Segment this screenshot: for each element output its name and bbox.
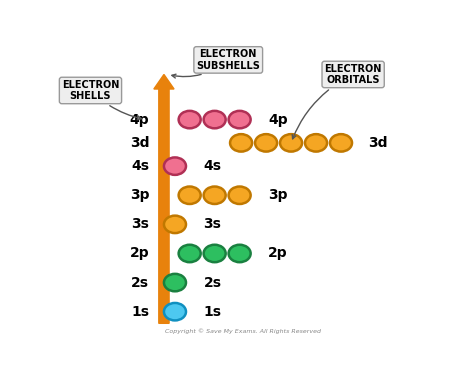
Circle shape — [164, 303, 186, 321]
Circle shape — [204, 111, 226, 128]
Text: 2s: 2s — [131, 276, 149, 290]
Text: 3p: 3p — [268, 188, 288, 202]
Circle shape — [230, 134, 252, 152]
Text: 3p: 3p — [130, 188, 149, 202]
Text: ELECTRON
ORBITALS: ELECTRON ORBITALS — [292, 64, 382, 139]
Circle shape — [305, 134, 327, 152]
Text: ELECTRON
SHELLS: ELECTRON SHELLS — [62, 80, 141, 120]
Text: 2s: 2s — [204, 276, 222, 290]
Circle shape — [255, 134, 277, 152]
Text: 3d: 3d — [130, 136, 149, 150]
Circle shape — [228, 245, 251, 262]
Circle shape — [204, 186, 226, 204]
Text: 4p: 4p — [268, 113, 288, 127]
Text: Copyright © Save My Exams. All Rights Reserved: Copyright © Save My Exams. All Rights Re… — [165, 328, 321, 333]
Text: 2p: 2p — [129, 246, 149, 260]
Circle shape — [204, 245, 226, 262]
FancyArrow shape — [154, 74, 174, 323]
Circle shape — [280, 134, 302, 152]
Circle shape — [228, 111, 251, 128]
Text: 1s: 1s — [204, 305, 222, 319]
Circle shape — [179, 111, 201, 128]
Circle shape — [330, 134, 352, 152]
Text: 3s: 3s — [204, 217, 221, 231]
Circle shape — [179, 245, 201, 262]
Text: 2p: 2p — [268, 246, 288, 260]
Circle shape — [164, 215, 186, 233]
Text: ELECTRON
SUBSHELLS: ELECTRON SUBSHELLS — [172, 49, 260, 78]
Text: 3s: 3s — [131, 217, 149, 231]
Text: 4p: 4p — [129, 113, 149, 127]
Circle shape — [164, 157, 186, 175]
Text: 4s: 4s — [204, 159, 222, 173]
Circle shape — [164, 274, 186, 291]
Circle shape — [179, 186, 201, 204]
Text: 4s: 4s — [131, 159, 149, 173]
Text: 1s: 1s — [131, 305, 149, 319]
Text: 3d: 3d — [368, 136, 387, 150]
Circle shape — [228, 186, 251, 204]
